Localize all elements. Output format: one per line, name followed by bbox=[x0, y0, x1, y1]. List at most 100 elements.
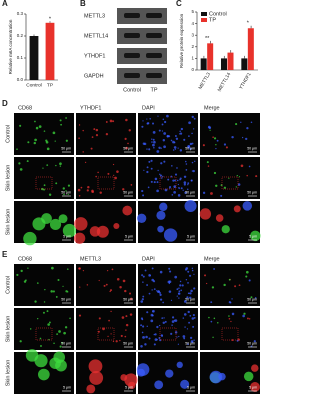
cell bbox=[151, 141, 153, 143]
cell bbox=[152, 310, 154, 313]
cell bbox=[153, 181, 156, 184]
cell bbox=[193, 339, 195, 341]
cell bbox=[163, 145, 166, 149]
cell bbox=[170, 139, 173, 142]
cell bbox=[231, 312, 235, 316]
cell bbox=[193, 316, 196, 319]
cell bbox=[171, 165, 173, 167]
cell bbox=[105, 283, 108, 286]
scale-label: 50 μm bbox=[247, 146, 257, 150]
micrograph bbox=[138, 157, 198, 199]
cell bbox=[192, 325, 195, 328]
cell bbox=[116, 170, 119, 173]
cell bbox=[177, 194, 181, 197]
cell bbox=[120, 334, 123, 338]
cell bbox=[158, 146, 161, 149]
cell bbox=[146, 122, 149, 125]
cell bbox=[32, 217, 46, 231]
cell bbox=[157, 115, 159, 117]
cell bbox=[33, 141, 36, 145]
cell bbox=[179, 130, 181, 132]
cell bbox=[173, 146, 177, 149]
roi-box bbox=[221, 327, 239, 341]
cell bbox=[48, 193, 52, 196]
cell bbox=[108, 319, 110, 322]
cell bbox=[173, 190, 176, 194]
cell bbox=[187, 270, 190, 273]
cell bbox=[151, 122, 155, 125]
cell bbox=[225, 146, 228, 149]
cell bbox=[205, 282, 208, 285]
cell bbox=[178, 187, 180, 190]
scale-label: 50 μm bbox=[185, 190, 195, 194]
cell bbox=[187, 310, 190, 314]
cell bbox=[96, 225, 109, 238]
cell bbox=[153, 288, 156, 290]
scale-label: 5 μm bbox=[187, 234, 195, 238]
cell bbox=[177, 147, 179, 149]
cell bbox=[95, 175, 98, 178]
blot-label: YTHDF1 bbox=[84, 53, 105, 59]
cell bbox=[165, 369, 174, 378]
cell bbox=[162, 139, 166, 142]
cell bbox=[176, 167, 178, 169]
cell bbox=[41, 187, 44, 191]
cell bbox=[191, 132, 193, 135]
cell bbox=[243, 371, 254, 382]
scale-label: 50 μm bbox=[247, 190, 257, 194]
y-axis-label: Relative m6A concentration bbox=[8, 19, 13, 74]
figure: A B C D E 0.0 0.1 0.2 0.3 Relative m6A concentrat… bbox=[2, 0, 261, 394]
micrograph bbox=[76, 157, 136, 199]
cell bbox=[105, 133, 109, 136]
cell bbox=[153, 140, 156, 144]
cell bbox=[149, 117, 152, 120]
band bbox=[124, 53, 140, 58]
channel-label: CD68 bbox=[18, 105, 32, 111]
legend-swatch bbox=[201, 18, 207, 22]
scale-label: 50 μm bbox=[61, 297, 71, 301]
cell bbox=[163, 317, 165, 319]
cell bbox=[125, 118, 128, 122]
cell bbox=[63, 331, 66, 335]
panel-letter: B bbox=[80, 0, 86, 8]
cell bbox=[141, 298, 144, 301]
cell bbox=[210, 192, 213, 195]
row-label: Control bbox=[5, 276, 11, 294]
scale-label: 50 μm bbox=[123, 341, 133, 345]
cell bbox=[176, 295, 178, 297]
cell bbox=[250, 230, 261, 242]
blot-label: GAPDH bbox=[84, 73, 104, 79]
cell bbox=[177, 292, 181, 295]
cell bbox=[253, 340, 256, 343]
cell bbox=[112, 163, 115, 166]
cell bbox=[189, 142, 193, 146]
cell bbox=[213, 317, 216, 320]
cell bbox=[52, 290, 55, 293]
scale-label: 5 μm bbox=[249, 385, 257, 389]
cell bbox=[89, 371, 104, 385]
cell bbox=[98, 279, 100, 282]
cell bbox=[179, 280, 182, 283]
cell bbox=[162, 321, 165, 325]
cell bbox=[51, 266, 54, 270]
y-tick-label: 0.0 bbox=[17, 77, 24, 82]
significance: * bbox=[247, 21, 250, 27]
cell bbox=[173, 185, 177, 188]
cell bbox=[154, 380, 164, 390]
cell bbox=[23, 231, 37, 246]
cell bbox=[95, 128, 99, 132]
blot-strip bbox=[117, 8, 167, 24]
cell bbox=[34, 120, 36, 123]
cell bbox=[172, 149, 175, 151]
scale-label: 5 μm bbox=[63, 385, 71, 389]
cell bbox=[168, 290, 172, 293]
cell bbox=[174, 319, 178, 322]
blot-label: METTL14 bbox=[84, 33, 108, 39]
cell bbox=[191, 267, 194, 270]
x-tick-label: Control bbox=[26, 82, 41, 88]
cell bbox=[151, 278, 155, 282]
cell bbox=[188, 321, 191, 324]
cell bbox=[177, 343, 180, 345]
scale-label: 50 μm bbox=[185, 297, 195, 301]
cell bbox=[211, 286, 215, 289]
